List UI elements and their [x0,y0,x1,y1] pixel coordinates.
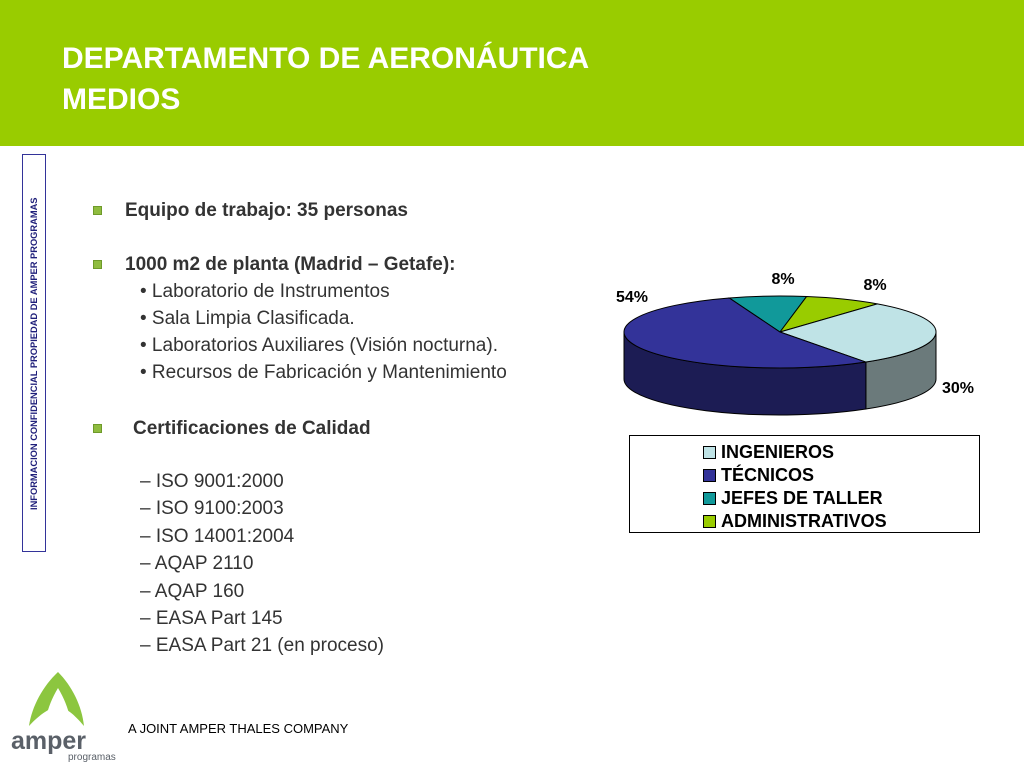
data-label-ingenieros: 30% [942,380,974,397]
legend-swatch-tecnicos [703,469,716,482]
legend-swatch-administrativos [703,515,716,528]
bullet-marker-3 [93,424,102,433]
chart-legend: INGENIEROS TÉCNICOS JEFES DE TALLER ADMI… [629,435,980,533]
legend-label: INGENIEROS [721,442,835,462]
bullet-team: Equipo de trabajo: 35 personas [125,200,408,221]
legend-swatch-jefes [703,492,716,505]
header-bar: DEPARTAMENTO DE AERONÁUTICA MEDIOS [0,0,1024,146]
certification-item: – ISO 14001:2004 [140,526,295,547]
legend-swatch-ingenieros [703,446,716,459]
data-label-t-cnicos: 54% [616,289,648,306]
data-label-administrativos: 8% [863,277,886,294]
confidential-side-label: INFORMACION CONFIDENCIAL PROPIEDAD DE AM… [22,154,46,552]
logo-text: amper [11,727,86,755]
pie-chart: 30% 54% 8% 8% [616,271,974,416]
bullet-certifications: Certificaciones de Calidad [133,418,371,439]
data-label-jefes-de-taller: 8% [771,271,794,288]
legend-label: JEFES DE TALLER [721,488,883,508]
plant-item: • Recursos de Fabricación y Mantenimient… [140,362,507,383]
plant-item: • Laboratorios Auxiliares (Visión noctur… [140,335,498,356]
pie-slice-ingenieros [778,303,937,363]
plant-item: • Laboratorio de Instrumentos [140,281,390,302]
certification-item: – AQAP 2110 [140,553,254,574]
confidential-text: INFORMACION CONFIDENCIAL PROPIEDAD DE AM… [29,197,39,511]
plant-item: • Sala Limpia Clasificada. [140,308,355,329]
bullet-marker-2 [93,260,102,269]
certification-item: – ISO 9001:2000 [140,471,284,492]
logo-mark-inner [46,688,70,718]
logo-subtext: programas [68,752,116,763]
certification-item: – EASA Part 21 (en proceso) [140,635,384,656]
title-line-1: DEPARTAMENTO DE AERONÁUTICA [62,42,590,75]
certification-item: – EASA Part 145 [140,608,283,629]
page-title: DEPARTAMENTO DE AERONÁUTICA MEDIOS [62,38,589,120]
certification-item: – ISO 9100:2003 [140,498,284,519]
bullet-marker-1 [93,206,102,215]
pie-slice-t-cnicos [623,297,867,369]
footer-company-text: A JOINT AMPER THALES COMPANY [128,721,349,736]
legend-label: TÉCNICOS [721,465,815,485]
title-line-2: MEDIOS [62,83,181,116]
certification-item: – AQAP 160 [140,581,245,602]
bullet-plant: 1000 m2 de planta (Madrid – Getafe): [125,254,456,275]
amper-logo: amper programas [11,672,116,763]
legend-label: ADMINISTRATIVOS [721,511,887,531]
